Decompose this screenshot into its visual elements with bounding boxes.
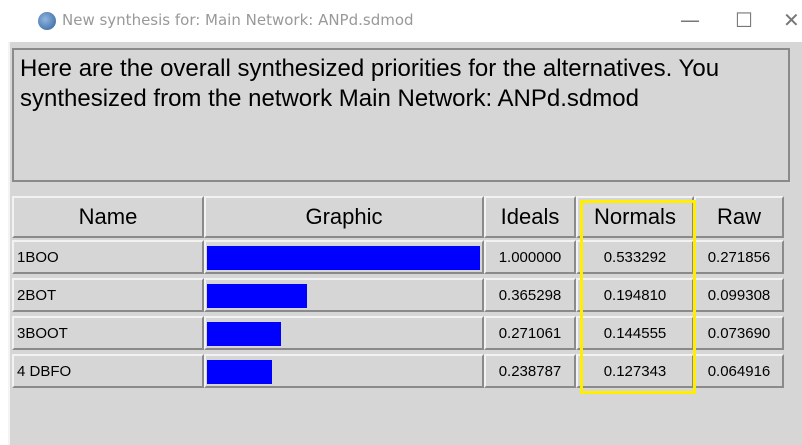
maximize-button[interactable]: ☐ (735, 8, 753, 32)
graphic-cell (204, 240, 484, 274)
name-cell: 4 DBFO (12, 354, 204, 388)
priority-bar (207, 322, 281, 346)
minimize-button[interactable]: — (680, 8, 700, 32)
column-header: Ideals (484, 196, 576, 238)
name-cell: 2BOT (12, 278, 204, 312)
ideal-cell: 0.365298 (484, 278, 576, 312)
highlight-box (580, 200, 696, 394)
priority-bar (207, 360, 273, 384)
window-title: New synthesis for: Main Network: ANPd.sd… (62, 11, 414, 29)
graphic-cell (204, 316, 484, 350)
graphic-cell (204, 278, 484, 312)
priority-bar (207, 246, 480, 270)
graphic-cell (204, 354, 484, 388)
name-cell: 3BOOT (12, 316, 204, 350)
column-header: Graphic (204, 196, 484, 238)
ideal-cell: 1.000000 (484, 240, 576, 274)
raw-cell: 0.099308 (694, 278, 784, 312)
name-cell: 1BOO (12, 240, 204, 274)
priority-bar (207, 284, 307, 308)
raw-cell: 0.064916 (694, 354, 784, 388)
raw-cell: 0.073690 (694, 316, 784, 350)
ideal-cell: 0.238787 (484, 354, 576, 388)
message: Here are the overall synthesized priorit… (12, 48, 790, 182)
raw-cell: 0.271856 (694, 240, 784, 274)
ideal-cell: 0.271061 (484, 316, 576, 350)
title-bar: New synthesis for: Main Network: ANPd.sd… (0, 0, 802, 42)
column-header: Raw (694, 196, 784, 238)
content: Here are the overall synthesized priorit… (8, 42, 802, 445)
close-button[interactable]: ✕ (783, 8, 800, 32)
column-header: Name (12, 196, 204, 238)
app-icon (38, 12, 56, 30)
